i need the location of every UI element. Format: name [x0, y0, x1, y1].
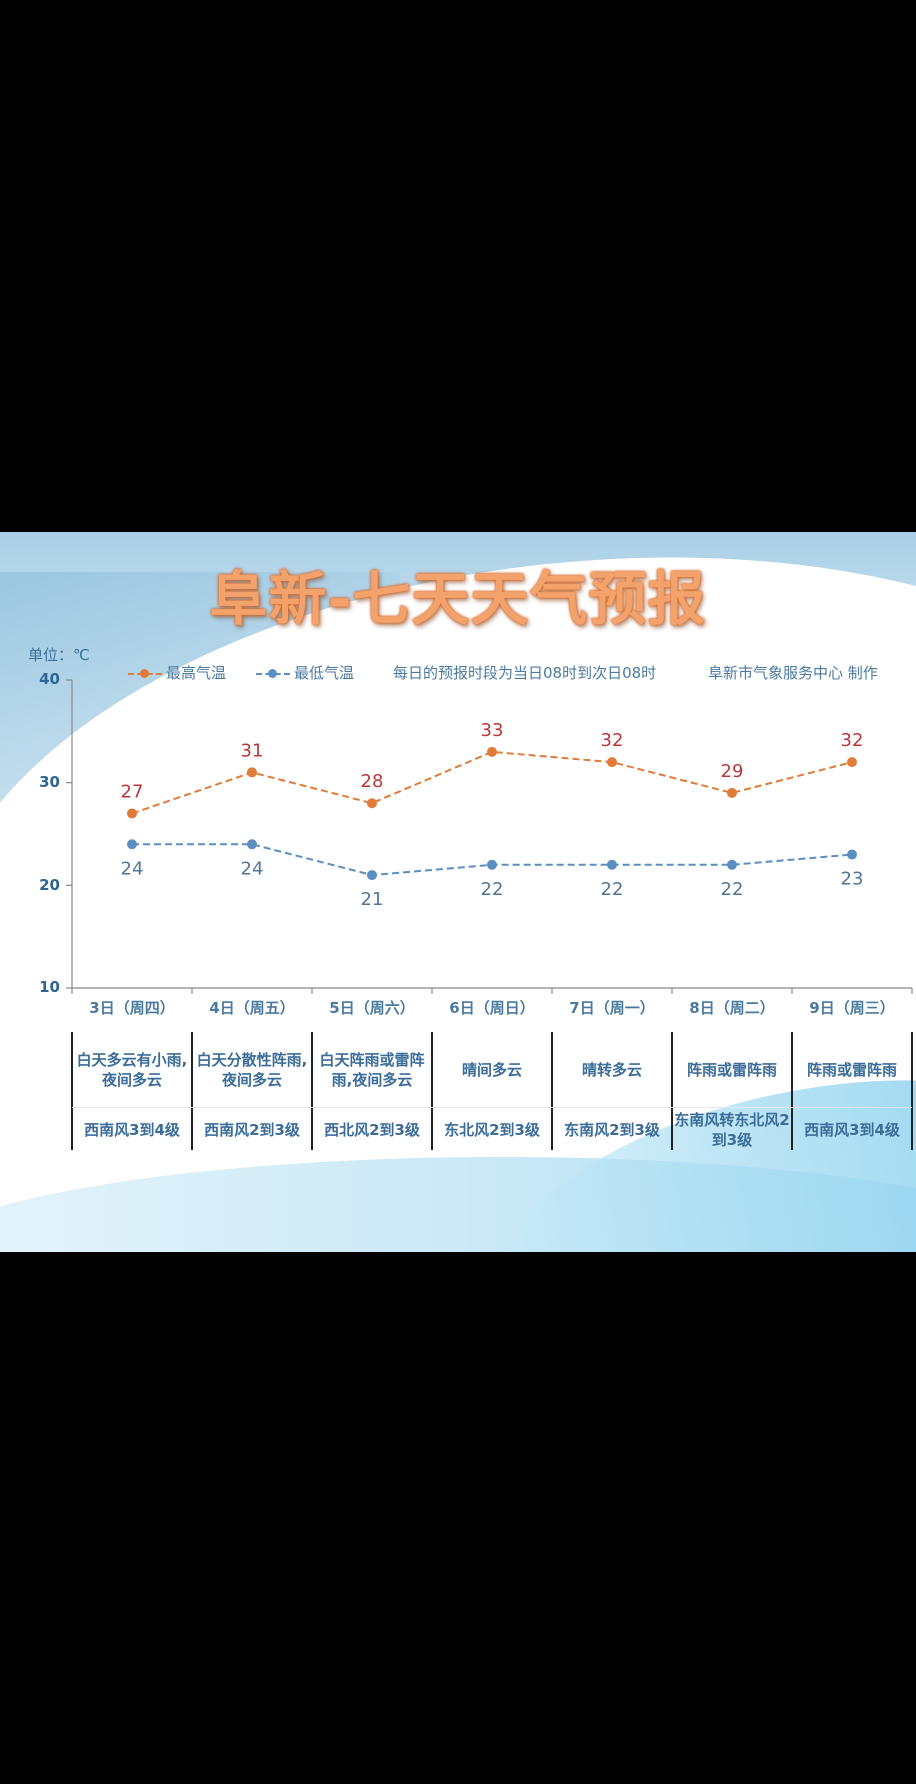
y-tick-30: 30 — [39, 773, 60, 791]
low-temp-label: 24 — [241, 858, 264, 879]
wind-cell: 西南风3到4级 — [84, 1121, 180, 1139]
wind-cell: 西北风2到3级 — [324, 1121, 420, 1139]
weather-cell: 阵雨或雷阵雨 — [806, 1061, 897, 1079]
low-temp-label: 21 — [361, 889, 384, 910]
low-temp-point — [607, 859, 617, 870]
low-temp-label: 22 — [721, 879, 744, 900]
high-temp-label: 32 — [841, 730, 864, 751]
y-tick-20: 20 — [39, 876, 60, 894]
table-column-divider — [191, 1032, 193, 1150]
table-column-divider — [311, 1032, 313, 1150]
table-column-divider — [911, 1032, 913, 1150]
legend-low-label: 最低气温 — [294, 664, 355, 682]
weather-cell: 晴转多云 — [581, 1061, 642, 1079]
low-temp-point — [127, 839, 137, 850]
weather-cell: 白天多云有小雨,夜间多云 — [76, 1051, 188, 1089]
y-tick-10: 10 — [39, 978, 60, 996]
legend-high-marker-icon — [128, 668, 162, 679]
wind-cell: 东南风转东北风2到3级 — [674, 1111, 790, 1149]
low-temp-point — [727, 859, 737, 870]
low-temp-point — [367, 870, 377, 881]
high-temp-label: 28 — [361, 771, 384, 792]
low-temp-point — [487, 859, 497, 870]
table-column-divider — [671, 1032, 673, 1150]
high-temp-point — [487, 746, 497, 757]
legend-high-label: 最高气温 — [166, 664, 227, 682]
high-temp-label: 27 — [121, 781, 144, 802]
x-axis-day-label: 3日（周四） — [89, 999, 175, 1017]
legend-high: 最高气温 — [128, 662, 226, 683]
low-temp-label: 23 — [841, 869, 864, 890]
table-column-divider — [431, 1032, 433, 1150]
legend-low: 最低气温 — [256, 662, 354, 683]
high-temp-point — [127, 808, 137, 819]
table-column-divider — [71, 1032, 73, 1150]
x-axis-day-label: 6日（周日） — [449, 999, 535, 1017]
high-temp-label: 31 — [241, 740, 264, 761]
high-temp-label: 33 — [481, 720, 504, 741]
forecast-card: 阜新-七天天气预报 单位：℃ 最高气温 最低气温 每日的预报时段为当日08时到次… — [0, 532, 916, 1252]
low-temp-point — [847, 849, 857, 860]
wind-cell: 西南风2到3级 — [204, 1121, 300, 1139]
table-column-divider — [551, 1032, 553, 1150]
credit-text: 阜新市气象服务中心 制作 — [708, 664, 878, 682]
high-temp-point — [247, 767, 257, 778]
table-row-divider — [72, 1107, 912, 1108]
wind-cell: 西南风3到4级 — [804, 1121, 900, 1139]
high-temp-point — [727, 787, 737, 798]
weather-cell: 晴间多云 — [461, 1061, 522, 1079]
unit-label: 单位：℃ — [28, 646, 90, 664]
low-temp-label: 22 — [481, 879, 504, 900]
x-axis-day-label: 5日（周六） — [329, 999, 415, 1017]
table-column-divider — [791, 1032, 793, 1150]
low-temp-label: 24 — [121, 858, 144, 879]
wind-cell: 东北风2到3级 — [444, 1121, 540, 1139]
weather-cell: 白天阵雨或雷阵雨,夜间多云 — [319, 1051, 425, 1089]
high-temp-point — [847, 757, 857, 768]
wind-cell: 东南风2到3级 — [564, 1121, 660, 1139]
x-axis-day-label: 8日（周二） — [689, 999, 775, 1017]
weather-cell: 白天分散性阵雨,夜间多云 — [196, 1051, 308, 1089]
high-temp-label: 29 — [721, 761, 744, 782]
temperature-line-chart: 27 31 28 33 32 29 32 24 24 21 22 22 22 23 — [66, 679, 913, 994]
page-title: 阜新-七天天气预报 — [209, 565, 707, 633]
low-temp-point — [247, 839, 257, 850]
x-axis-day-label: 4日（周五） — [209, 999, 295, 1017]
forecast-period-note: 每日的预报时段为当日08时到次日08时 — [393, 664, 657, 682]
x-axis-day-label: 7日（周一） — [569, 999, 655, 1017]
weather-cell: 阵雨或雷阵雨 — [686, 1061, 777, 1079]
legend-low-marker-icon — [256, 668, 290, 679]
low-temp-label: 22 — [601, 879, 624, 900]
x-axis-day-label: 9日（周三） — [809, 999, 895, 1017]
high-temp-label: 32 — [601, 730, 624, 751]
high-temp-point — [367, 798, 377, 809]
high-temp-point — [607, 757, 617, 768]
y-tick-40: 40 — [39, 670, 60, 688]
